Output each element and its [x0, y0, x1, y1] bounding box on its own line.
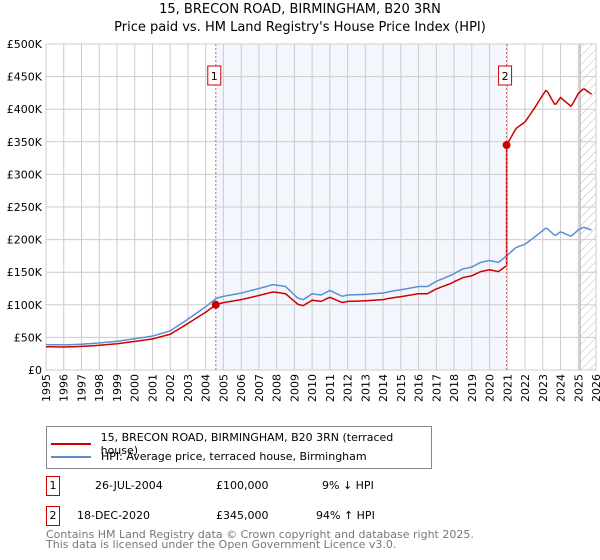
legend: 15, BRECON ROAD, BIRMINGHAM, B20 3RN (te… — [46, 426, 432, 469]
y-tick-label: £500K — [7, 38, 43, 51]
footer: Contains HM Land Registry data © Crown c… — [46, 528, 474, 551]
x-tick-label: 2004 — [200, 374, 213, 402]
sale-marker-number: 2 — [46, 506, 60, 526]
x-tick-label: 2016 — [413, 374, 426, 402]
y-tick-label: £350K — [7, 136, 43, 149]
x-tick-label: 2003 — [182, 374, 195, 402]
x-tick-label: 2010 — [306, 374, 319, 402]
price-chart: 1995 1996 1997 1998 1999 2000 2001 2002 2003 2004… — [7, 38, 600, 402]
sale-hpi-diff: 9% ↓ HPI — [322, 479, 374, 492]
x-tick-label: 1995 — [40, 374, 53, 402]
x-tick-label: 2011 — [324, 374, 337, 402]
property-legend-swatch — [51, 443, 91, 445]
y-tick-label: £450K — [7, 71, 43, 84]
x-tick-label: 2006 — [235, 374, 248, 402]
plot-frame — [45, 43, 597, 371]
x-tick-label: 2007 — [253, 374, 266, 402]
y-tick-label: £300K — [7, 168, 43, 181]
sale-marker-label: 1 — [211, 70, 218, 83]
x-tick-label: 2022 — [519, 374, 532, 402]
sale-row: 2 18-DEC-2020 £345,000 94% ↑ HPI — [46, 506, 446, 526]
sale-row: 1 26-JUL-2004 £100,000 9% ↓ HPI — [46, 476, 446, 496]
x-tick-label: 2009 — [288, 374, 301, 402]
sale-marker-box — [207, 65, 222, 86]
x-tick-label: 2017 — [430, 374, 443, 402]
x-tick-label: 2001 — [146, 374, 159, 402]
x-tick-label: 2005 — [217, 374, 230, 402]
x-tick-label: 2015 — [395, 374, 408, 402]
sale-marker-number: 1 — [46, 476, 60, 496]
sale-date: 26-JUL-2004 — [95, 479, 163, 492]
y-tick-label: £150K — [7, 266, 43, 279]
sale-point — [502, 141, 511, 150]
y-tick-label: £400K — [7, 103, 43, 116]
sale-marker-label: 2 — [502, 70, 509, 83]
x-tick-label: 2008 — [271, 374, 284, 402]
x-tick-label: 2000 — [129, 374, 142, 402]
x-tick-label: 2024 — [555, 374, 568, 402]
sale-point — [211, 300, 220, 309]
footer-licence: This data is licensed under the Open Gov… — [46, 538, 397, 551]
sale-hpi-diff: 94% ↑ HPI — [316, 509, 375, 522]
x-tick-label: 2023 — [537, 374, 550, 402]
hpi-line — [46, 226, 592, 346]
x-tick-label: 2026 — [590, 374, 600, 402]
sale-date: 18-DEC-2020 — [77, 509, 151, 522]
x-tick-label: 2018 — [448, 374, 461, 402]
y-tick-label: £200K — [7, 234, 43, 247]
hpi-legend-swatch — [51, 455, 91, 458]
x-tick-label: 2014 — [377, 374, 390, 402]
footer-copyright: Contains HM Land Registry data © Crown c… — [46, 528, 474, 541]
x-tick-label: 2020 — [484, 374, 497, 402]
x-tick-label: 2013 — [359, 374, 372, 402]
sale-price: £345,000 — [216, 509, 269, 522]
x-tick-label: 1997 — [75, 374, 88, 402]
sale-price: £100,000 — [216, 479, 269, 492]
chart-subtitle: Price paid vs. HM Land Registry's House … — [114, 20, 486, 35]
property-legend-label: 15, BRECON ROAD, BIRMINGHAM, B20 3RN (te… — [100, 431, 394, 457]
y-tick-label: £0 — [28, 364, 42, 377]
x-tick-label: 1996 — [58, 374, 71, 402]
x-tick-label: 2002 — [164, 374, 177, 402]
x-tick-label: 1999 — [111, 374, 124, 402]
y-tick-label: £250K — [7, 201, 43, 214]
sale-marker-box — [498, 65, 513, 86]
x-tick-label: 2021 — [501, 374, 514, 402]
x-tick-label: 2019 — [466, 374, 479, 402]
property-price-line — [45, 88, 593, 348]
y-tick-label: £100K — [7, 299, 43, 312]
x-tick-label: 1998 — [93, 374, 106, 402]
y-tick-label: £50K — [14, 331, 43, 344]
x-tick-label: 2012 — [342, 374, 355, 402]
x-tick-label: 2025 — [572, 374, 585, 402]
chart-title: 15, BRECON ROAD, BIRMINGHAM, B20 3RN — [159, 2, 441, 17]
hpi-legend-label: HPI: Average price, terraced house, Birm… — [101, 450, 367, 463]
